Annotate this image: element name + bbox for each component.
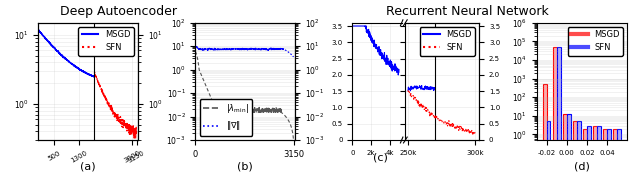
- Bar: [553, 47, 557, 175]
- Legend: $|\lambda_{\min}|$, $\|\nabla\|$: $|\lambda_{\min}|$, $\|\nabla\|$: [200, 99, 252, 136]
- Bar: [543, 84, 547, 175]
- Bar: [573, 121, 577, 175]
- X-axis label: (d): (d): [574, 161, 590, 171]
- Bar: [604, 129, 607, 175]
- Text: (c): (c): [373, 153, 388, 163]
- Legend: MSGD, SFN: MSGD, SFN: [568, 27, 623, 56]
- Bar: [577, 121, 580, 175]
- Bar: [617, 129, 621, 175]
- Text: Recurrent Neural Network: Recurrent Neural Network: [386, 5, 548, 18]
- Bar: [593, 125, 597, 175]
- X-axis label: (b): (b): [237, 161, 253, 171]
- Bar: [587, 125, 591, 175]
- X-axis label: (a): (a): [81, 161, 96, 171]
- Legend: MSGD, SFN: MSGD, SFN: [79, 27, 134, 56]
- Bar: [607, 129, 611, 175]
- Text: Deep Autoencoder: Deep Autoencoder: [60, 5, 177, 18]
- Bar: [613, 129, 617, 175]
- Bar: [547, 121, 550, 175]
- Legend: MSGD, SFN: MSGD, SFN: [420, 27, 475, 56]
- Bar: [557, 47, 561, 175]
- Bar: [563, 114, 567, 175]
- Bar: [583, 129, 587, 175]
- Bar: [597, 125, 601, 175]
- Bar: [567, 114, 571, 175]
